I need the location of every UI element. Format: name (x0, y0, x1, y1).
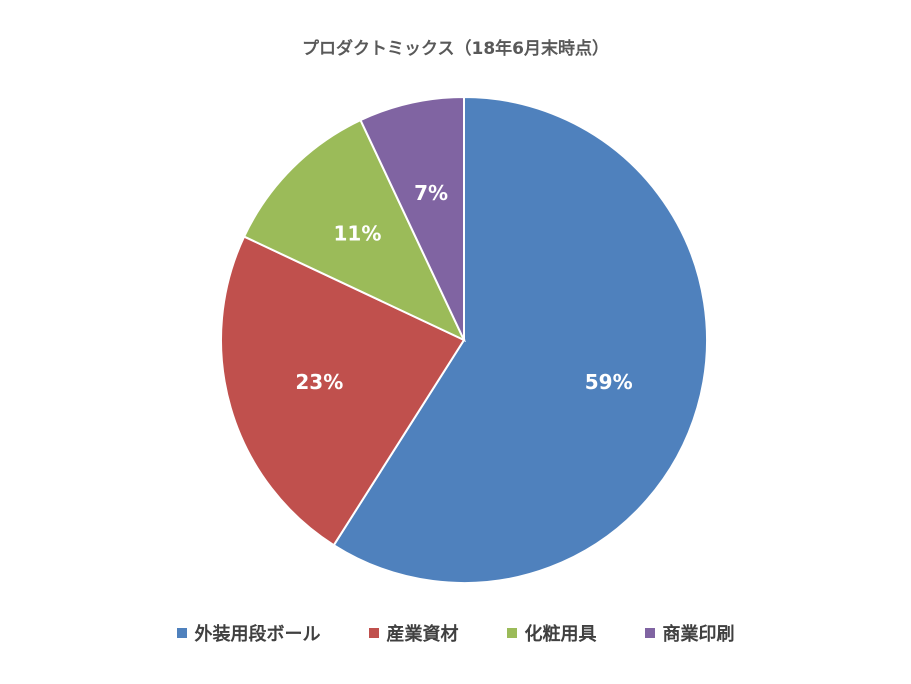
legend-swatch (368, 628, 379, 638)
pie-slices (220, 95, 708, 584)
legend-item-industrial-materials: 産業資材 (368, 620, 459, 646)
pie-data-label-3: 7% (414, 181, 448, 205)
pie-data-label-0: 59% (585, 370, 633, 394)
legend-swatch (506, 628, 517, 638)
pie-data-label-1: 23% (295, 370, 343, 394)
pie-labels: 59% 23% 11% 7% (295, 181, 632, 394)
pie-slice-1 (220, 235, 466, 547)
legend-swatch (644, 628, 655, 638)
pie-slice-3 (359, 95, 465, 341)
legend-item-cosmetic-tools: 化粧用具 (506, 620, 597, 646)
legend-item-exterior-cardboard: 外装用段ボール (176, 620, 321, 646)
pie-slice-2 (242, 118, 467, 343)
legend-item-commercial-printing: 商業印刷 (644, 620, 735, 646)
legend-label: 商業印刷 (662, 624, 735, 645)
legend-label: 化粧用具 (524, 624, 597, 645)
chart-title: プロダクトミックス（18年6月末時点） (302, 39, 609, 59)
pie-data-label-2: 11% (334, 221, 382, 245)
pie-slice-0 (332, 95, 708, 584)
legend: 外装用段ボール 産業資材 化粧用具 商業印刷 (0, 620, 911, 646)
legend-swatch (176, 628, 187, 638)
legend-label: 外装用段ボール (194, 624, 321, 645)
legend-label: 産業資材 (386, 624, 459, 645)
